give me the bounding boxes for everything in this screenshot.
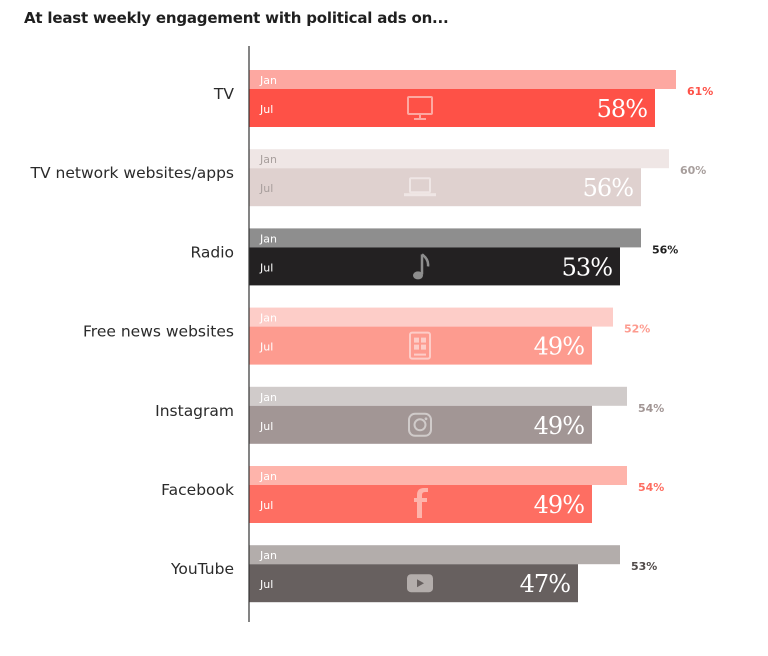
series-label-jul: Jul <box>259 420 273 433</box>
bar-jul-tv <box>249 89 655 127</box>
bar-jan-youtube <box>249 545 620 565</box>
bar-jan-instagram <box>249 386 627 406</box>
series-label-jan: Jan <box>259 232 277 245</box>
series-label-jan: Jan <box>259 153 277 166</box>
value-label-jul-radio: 53% <box>562 253 613 281</box>
series-label-jan: Jan <box>259 549 277 562</box>
instagram-icon <box>408 412 432 437</box>
value-label-jul-tv: 58% <box>597 95 648 123</box>
value-label-jan-free-news-websites: 52% <box>624 323 650 336</box>
category-label-facebook: Facebook <box>161 481 234 499</box>
bar-jan-tv <box>249 70 676 89</box>
value-label-jul-youtube: 47% <box>520 570 571 598</box>
category-label-youtube: YouTube <box>170 560 234 578</box>
value-label-jan-facebook: 54% <box>638 481 664 494</box>
value-label-jul-facebook: 49% <box>534 491 585 519</box>
category-label-tv: TV <box>213 85 234 103</box>
value-label-jan-tv-network-websites-apps: 60% <box>680 164 706 177</box>
series-label-jul: Jul <box>259 341 273 354</box>
series-label-jan: Jan <box>259 391 277 404</box>
value-label-jan-radio: 56% <box>652 243 678 256</box>
laptop-icon <box>404 177 436 197</box>
bar-jul-tv-network-websites-apps <box>249 168 641 207</box>
category-label-tv-network-websites-apps: TV network websites/apps <box>30 164 234 182</box>
value-label-jan-instagram: 54% <box>638 402 664 415</box>
value-label-jul-instagram: 49% <box>534 412 585 440</box>
series-label-jan: Jan <box>259 74 277 87</box>
music-note-icon <box>413 253 430 280</box>
series-label-jul: Jul <box>259 578 273 591</box>
series-label-jan: Jan <box>259 470 277 483</box>
value-label-jan-youtube: 53% <box>631 560 657 573</box>
bar-jan-facebook <box>249 466 627 485</box>
value-label-jul-tv-network-websites-apps: 56% <box>583 174 634 202</box>
series-label-jul: Jul <box>259 182 273 195</box>
series-label-jul: Jul <box>259 261 273 274</box>
category-label-instagram: Instagram <box>155 402 234 420</box>
bar-jan-free-news-websites <box>249 307 613 327</box>
category-label-radio: Radio <box>190 243 234 261</box>
bar-jul-instagram <box>249 405 592 444</box>
series-label-jul: Jul <box>259 499 273 512</box>
series-label-jan: Jan <box>259 312 277 325</box>
value-label-jan-tv: 61% <box>687 85 713 98</box>
category-label-free-news-websites: Free news websites <box>83 323 234 341</box>
bar-jul-radio <box>249 247 620 286</box>
facebook-icon <box>414 488 428 518</box>
youtube-icon <box>407 574 433 593</box>
bar-jan-radio <box>249 228 641 248</box>
value-label-jul-free-news-websites: 49% <box>534 333 585 361</box>
tablet-icon <box>409 331 431 360</box>
series-label-jul: Jul <box>259 103 273 116</box>
monitor-icon <box>407 96 433 120</box>
bar-jan-tv-network-websites-apps <box>249 149 669 169</box>
chart-title: At least weekly engagement with politica… <box>24 9 449 27</box>
